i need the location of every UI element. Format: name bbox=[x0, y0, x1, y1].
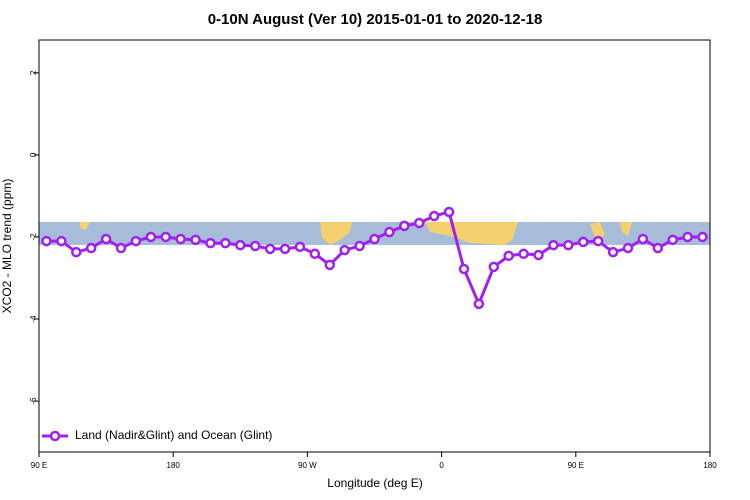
data-point bbox=[473, 298, 485, 310]
chart-title: 0-10N August (Ver 10) 2015-01-01 to 2020… bbox=[208, 11, 543, 28]
data-point bbox=[279, 243, 291, 255]
y-tick-label: -4 bbox=[29, 315, 38, 323]
x-axis-label: Longitude (deg E) bbox=[327, 476, 422, 490]
x-tick-label: 90 W bbox=[298, 461, 317, 470]
data-point bbox=[309, 248, 321, 260]
data-point bbox=[622, 242, 634, 254]
x-tick-label: 90 E bbox=[31, 461, 47, 470]
data-point bbox=[175, 233, 186, 245]
data-point bbox=[652, 242, 664, 254]
x-tick-label: 180 bbox=[167, 461, 181, 470]
data-point bbox=[339, 244, 350, 256]
data-point bbox=[399, 220, 410, 232]
data-point bbox=[294, 241, 306, 253]
data-point bbox=[458, 263, 470, 275]
data-point bbox=[354, 240, 365, 252]
land bbox=[80, 222, 632, 245]
y-tick-label: -6 bbox=[29, 397, 38, 405]
data-point bbox=[607, 246, 619, 258]
data-point bbox=[697, 231, 708, 243]
x-tick-label: 0 bbox=[439, 461, 444, 470]
data-point bbox=[190, 234, 201, 246]
data-point bbox=[56, 235, 67, 247]
data-point bbox=[145, 231, 157, 243]
data-point bbox=[324, 259, 336, 271]
data-point bbox=[592, 235, 604, 247]
data-point bbox=[249, 240, 261, 252]
data-point bbox=[637, 233, 649, 245]
legend-label: Land (Nadir&Glint) and Ocean (Glint) bbox=[75, 428, 272, 442]
data-point bbox=[85, 242, 97, 254]
y-tick-label: 0 bbox=[29, 152, 38, 157]
data-point bbox=[100, 233, 112, 245]
data-point bbox=[413, 217, 425, 229]
legend-marker bbox=[49, 430, 61, 442]
data-point bbox=[41, 235, 52, 247]
data-point bbox=[533, 249, 544, 261]
data-point bbox=[369, 233, 380, 245]
data-point bbox=[443, 206, 455, 218]
plot-frame bbox=[38, 39, 711, 453]
x-tick-label: 180 bbox=[703, 461, 717, 470]
data-point bbox=[220, 237, 231, 249]
data-point bbox=[428, 210, 440, 222]
data-point bbox=[518, 248, 529, 260]
map-band bbox=[39, 222, 710, 245]
data-point bbox=[235, 239, 246, 251]
data-point bbox=[488, 261, 500, 273]
data-point bbox=[503, 250, 514, 262]
data-point bbox=[578, 236, 589, 248]
y-tick-label: 2 bbox=[29, 70, 38, 75]
y-tick-label: -2 bbox=[29, 233, 38, 241]
data-point bbox=[264, 243, 276, 255]
x-tick-label: 90 E bbox=[568, 461, 584, 470]
data-point bbox=[71, 246, 82, 258]
data-point bbox=[115, 242, 127, 254]
data-point bbox=[667, 234, 678, 246]
data-point bbox=[548, 239, 559, 251]
data-point bbox=[160, 231, 171, 243]
y-axis-label: XCO2 - MLO trend (ppm) bbox=[0, 179, 14, 314]
data-point bbox=[384, 226, 395, 238]
data-point bbox=[205, 237, 216, 249]
data-point bbox=[130, 235, 142, 247]
data-point bbox=[563, 239, 574, 251]
data-point bbox=[682, 231, 693, 243]
